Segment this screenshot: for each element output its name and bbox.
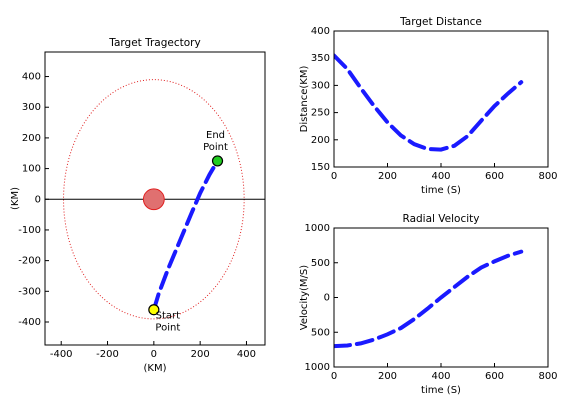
y-axis-label: Distance(KM) bbox=[299, 66, 310, 133]
x-tick-label: 200 bbox=[378, 171, 397, 182]
y-tick-label: -400 bbox=[18, 317, 41, 328]
x-tick-label: 0 bbox=[331, 371, 337, 382]
x-tick-label: -400 bbox=[50, 349, 73, 360]
x-tick-label: 0 bbox=[331, 171, 337, 182]
axes-frame bbox=[333, 30, 549, 168]
y-tick-label: -100 bbox=[18, 225, 41, 236]
y-tick-label: 1000 bbox=[305, 223, 330, 234]
plot-area bbox=[334, 53, 524, 152]
y-tick-label: 100 bbox=[22, 164, 41, 175]
y-tick-label: 300 bbox=[22, 102, 41, 113]
x-tick-label: 0 bbox=[151, 349, 157, 360]
x-axis-label: (KM) bbox=[144, 363, 167, 374]
data-line bbox=[334, 249, 524, 349]
y-tick-label: 400 bbox=[311, 26, 330, 37]
y-tick-label: 400 bbox=[22, 72, 41, 83]
point-label: End bbox=[206, 130, 225, 141]
x-tick-label: 400 bbox=[237, 349, 256, 360]
x-tick-label: 400 bbox=[431, 371, 450, 382]
data-line bbox=[151, 158, 220, 312]
plot-area bbox=[45, 79, 265, 320]
y-tick-label: 1000 bbox=[305, 362, 330, 373]
chart-title: Target Distance bbox=[399, 16, 482, 28]
y-tick-label: 200 bbox=[22, 133, 41, 144]
x-tick-label: 200 bbox=[191, 349, 210, 360]
plot-area bbox=[334, 249, 524, 349]
origin-marker bbox=[142, 188, 165, 211]
x-axis-label: time (S) bbox=[421, 385, 461, 395]
x-tick-label: 400 bbox=[431, 171, 450, 182]
axes-frame bbox=[44, 51, 266, 346]
y-tick-label: -300 bbox=[18, 286, 41, 297]
y-tick-label: 150 bbox=[311, 162, 330, 173]
axes-frame bbox=[333, 227, 549, 368]
point-label: Point bbox=[155, 323, 180, 334]
x-tick-label: 800 bbox=[538, 371, 557, 382]
data-line bbox=[334, 53, 524, 152]
point-label: Point bbox=[203, 142, 228, 153]
y-tick-label: 0 bbox=[35, 194, 41, 205]
y-tick-label: 500 bbox=[311, 258, 330, 269]
y-tick-label: -200 bbox=[18, 256, 41, 267]
y-tick-label: 300 bbox=[311, 80, 330, 91]
point-marker bbox=[211, 155, 224, 167]
x-tick-label: 200 bbox=[378, 371, 397, 382]
y-tick-label: 200 bbox=[311, 135, 330, 146]
y-tick-label: 0 bbox=[324, 293, 330, 304]
x-axis-label: time (S) bbox=[421, 185, 461, 196]
chart-title: Radial Velocity bbox=[403, 213, 480, 225]
point-marker bbox=[148, 304, 160, 316]
y-tick-label: 250 bbox=[311, 108, 330, 119]
chart-title: Target Tragectory bbox=[108, 37, 200, 49]
x-tick-label: 600 bbox=[485, 171, 504, 182]
x-tick-label: 800 bbox=[538, 171, 557, 182]
y-axis-label: Velocity(M/S) bbox=[299, 265, 310, 330]
y-axis-label: (KM) bbox=[10, 187, 21, 210]
x-tick-label: -200 bbox=[96, 349, 119, 360]
x-tick-label: 600 bbox=[485, 371, 504, 382]
y-tick-label: 500 bbox=[311, 327, 330, 338]
point-label: Start bbox=[156, 311, 181, 322]
y-tick-label: 350 bbox=[311, 53, 330, 64]
